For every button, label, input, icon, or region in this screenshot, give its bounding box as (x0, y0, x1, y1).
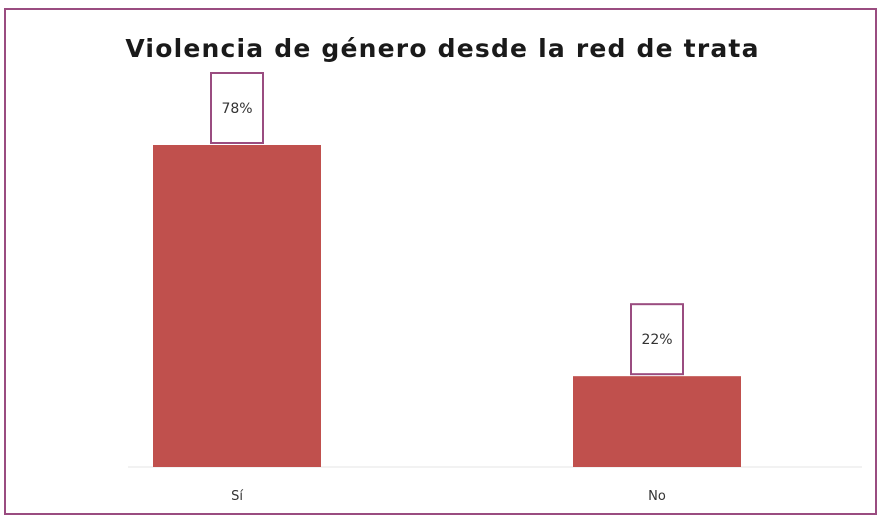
category-label-si: Sí (231, 489, 243, 504)
data-label-no: 22% (641, 332, 672, 348)
data-label-box-no (630, 303, 684, 376)
data-label-box-si (210, 72, 264, 144)
data-label-si: 78% (221, 101, 252, 117)
chart-title: Violencia de género desde la red de trat… (125, 34, 760, 63)
category-label-no: No (648, 489, 666, 504)
bar-si (153, 145, 321, 467)
bar-no (573, 376, 741, 467)
